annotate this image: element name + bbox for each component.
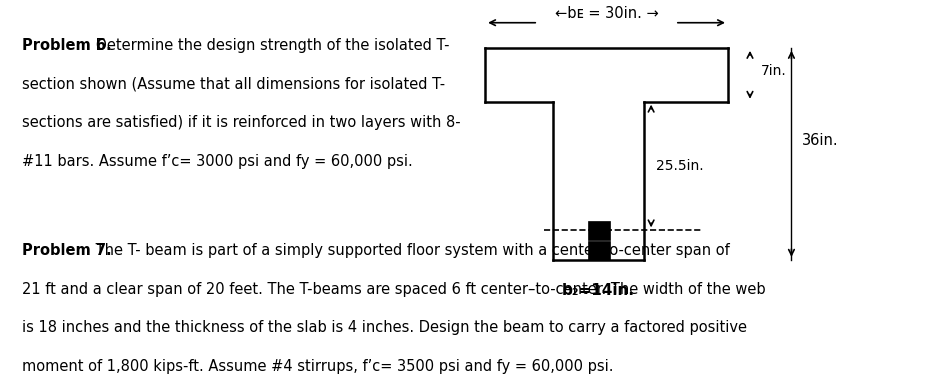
Text: 21 ft and a clear span of 20 feet. The T-beams are spaced 6 ft center–to-center.: 21 ft and a clear span of 20 feet. The T… (21, 282, 765, 297)
Text: 7in.: 7in. (760, 64, 785, 79)
Text: 36in.: 36in. (801, 133, 838, 148)
Text: Problem 6.: Problem 6. (21, 38, 111, 53)
Text: sections are satisfied) if it is reinforced in two layers with 8-: sections are satisfied) if it is reinfor… (21, 115, 460, 130)
Text: section shown (Assume that all dimensions for isolated T-: section shown (Assume that all dimension… (21, 76, 445, 91)
Text: Determine the design strength of the isolated T-: Determine the design strength of the iso… (91, 38, 448, 53)
Text: #11 bars. Assume f’c= 3000 psi and fy = 60,000 psi.: #11 bars. Assume f’c= 3000 psi and fy = … (21, 154, 412, 169)
Text: ←bᴇ = 30in. →: ←bᴇ = 30in. → (554, 6, 658, 21)
Bar (586, 241, 609, 260)
Text: The T- beam is part of a simply supported floor system with a center-to-center s: The T- beam is part of a simply supporte… (91, 243, 728, 258)
Text: is 18 inches and the thickness of the slab is 4 inches. Design the beam to carry: is 18 inches and the thickness of the sl… (21, 320, 746, 335)
Text: Problem 7.: Problem 7. (21, 243, 111, 258)
Text: moment of 1,800 kips-ft. Assume #4 stirrups, f’c= 3500 psi and fy = 60,000 psi.: moment of 1,800 kips-ft. Assume #4 stirr… (21, 359, 612, 374)
Bar (586, 221, 609, 240)
Text: 25.5in.: 25.5in. (655, 159, 702, 173)
Text: b₂=14in.: b₂=14in. (561, 283, 635, 298)
